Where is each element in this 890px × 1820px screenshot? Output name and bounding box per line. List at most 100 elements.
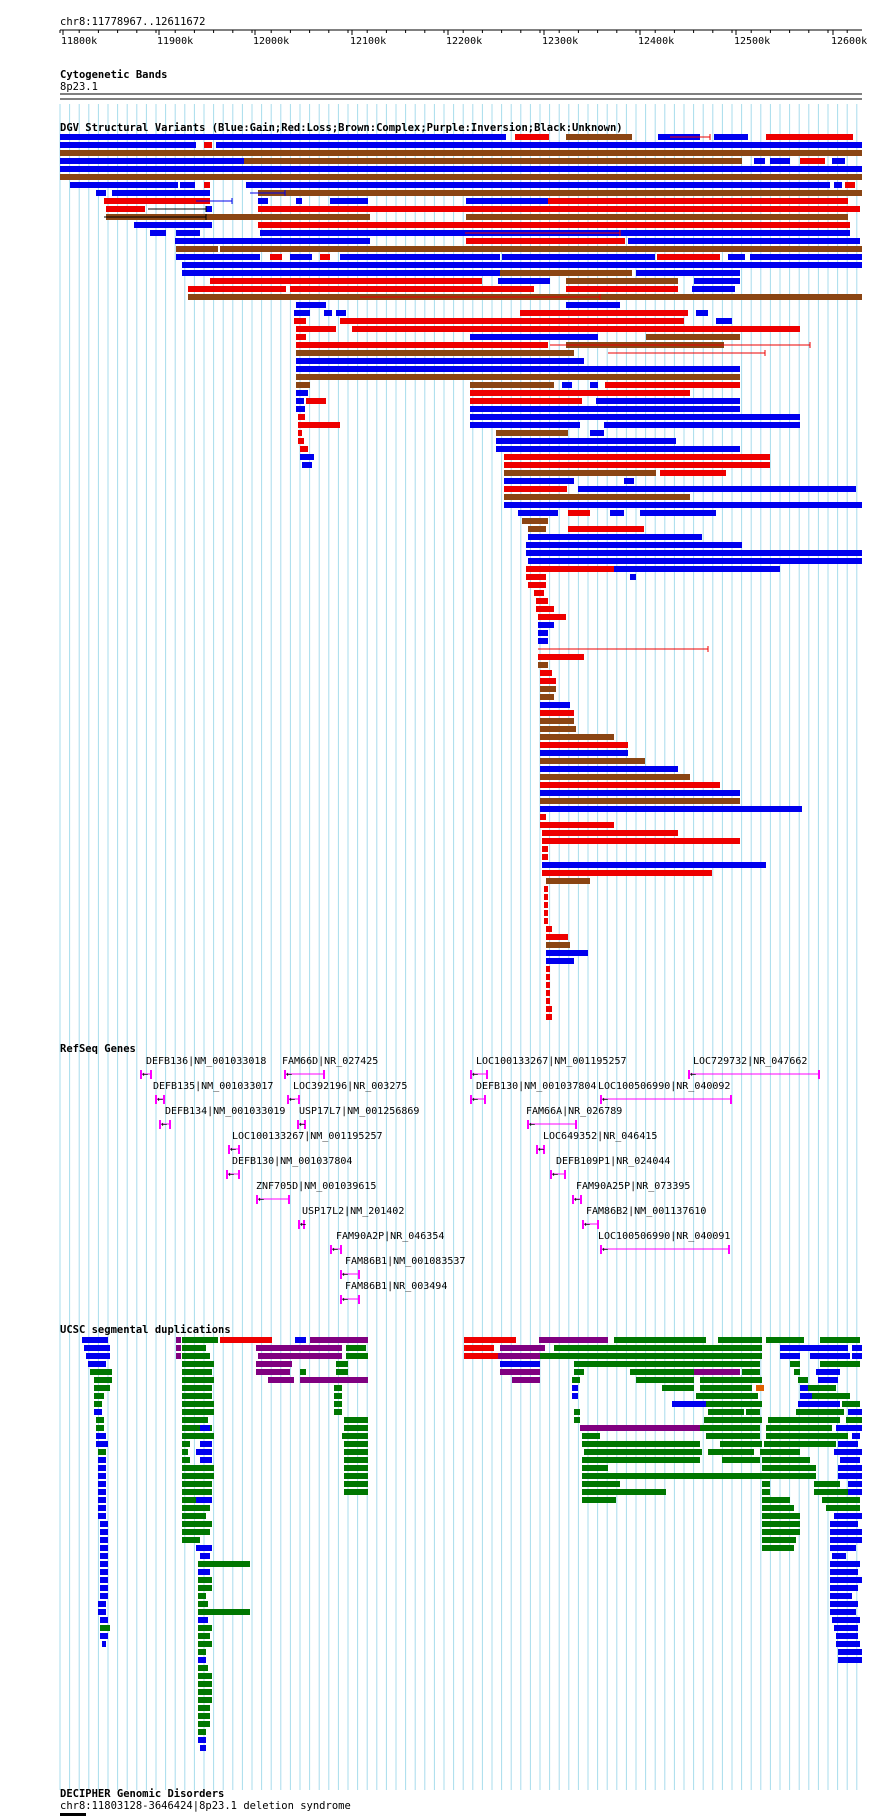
dgv-variant[interactable]: [538, 622, 554, 628]
segdup-feature[interactable]: [838, 1649, 862, 1655]
segdup-feature[interactable]: [334, 1401, 342, 1407]
segdup-feature[interactable]: [176, 1353, 181, 1359]
dgv-variant[interactable]: [296, 350, 574, 356]
segdup-feature[interactable]: [182, 1353, 210, 1359]
dgv-variant[interactable]: [60, 158, 244, 164]
dgv-variant[interactable]: [352, 326, 800, 332]
segdup-feature[interactable]: [96, 1433, 106, 1439]
segdup-feature[interactable]: [344, 1441, 368, 1447]
dgv-variant[interactable]: [566, 286, 678, 292]
segdup-feature[interactable]: [830, 1609, 856, 1615]
segdup-feature[interactable]: [182, 1393, 212, 1399]
segdup-feature[interactable]: [300, 1369, 306, 1375]
segdup-feature[interactable]: [182, 1409, 214, 1415]
dgv-variant[interactable]: [470, 422, 580, 428]
segdup-feature[interactable]: [780, 1345, 848, 1351]
dgv-variant[interactable]: [540, 782, 720, 788]
dgv-variant[interactable]: [496, 446, 740, 452]
segdup-feature[interactable]: [96, 1417, 104, 1423]
dgv-variant[interactable]: [204, 182, 210, 188]
dgv-variant[interactable]: [590, 382, 598, 388]
segdup-feature[interactable]: [762, 1473, 816, 1479]
segdup-feature[interactable]: [182, 1417, 208, 1423]
segdup-feature[interactable]: [198, 1649, 206, 1655]
dgv-variant[interactable]: [540, 822, 614, 828]
dgv-variant[interactable]: [340, 254, 500, 260]
gene-features[interactable]: DEFB136|NM_001033018←FAM66D|NR_027425←DE…: [140, 1056, 820, 1305]
segdup-feature[interactable]: [846, 1417, 862, 1423]
dgv-variant[interactable]: [208, 214, 370, 220]
dgv-variant[interactable]: [176, 254, 260, 260]
segdup-feature[interactable]: [198, 1609, 250, 1615]
segdup-feature[interactable]: [742, 1369, 760, 1375]
segdup-feature[interactable]: [98, 1473, 106, 1479]
dgv-variant[interactable]: [104, 198, 210, 204]
dgv-variant[interactable]: [540, 774, 690, 780]
segdup-feature[interactable]: [100, 1625, 110, 1631]
dgv-variant[interactable]: [470, 398, 582, 404]
segdup-feature[interactable]: [572, 1385, 578, 1391]
segdup-feature[interactable]: [554, 1345, 620, 1351]
dgv-variant[interactable]: [526, 566, 620, 572]
segdup-feature[interactable]: [582, 1433, 600, 1439]
dgv-variant[interactable]: [546, 958, 574, 964]
segdup-feature[interactable]: [812, 1393, 850, 1399]
dgv-variant[interactable]: [540, 750, 628, 756]
segdup-feature[interactable]: [94, 1393, 104, 1399]
segdup-feature[interactable]: [816, 1369, 840, 1375]
segdup-feature[interactable]: [336, 1361, 348, 1367]
gene-exon[interactable]: [818, 1070, 820, 1079]
segdup-feature[interactable]: [582, 1441, 700, 1447]
segdup-feature[interactable]: [344, 1457, 368, 1463]
gene-exon[interactable]: [155, 1095, 157, 1104]
segdup-feature[interactable]: [500, 1345, 545, 1351]
gene-exon[interactable]: [226, 1170, 228, 1179]
segdup-feature[interactable]: [640, 1473, 762, 1479]
segdup-feature[interactable]: [800, 1393, 812, 1399]
dgv-variant[interactable]: [640, 510, 716, 516]
segdup-feature[interactable]: [830, 1593, 852, 1599]
gene-exon[interactable]: [527, 1120, 529, 1129]
segdup-feature[interactable]: [256, 1345, 342, 1351]
dgv-variant[interactable]: [546, 1014, 552, 1020]
dgv-variant[interactable]: [296, 198, 302, 204]
dgv-variant[interactable]: [657, 254, 720, 260]
dgv-variant[interactable]: [534, 590, 544, 596]
segdup-feature[interactable]: [842, 1401, 860, 1407]
dgv-variant[interactable]: [298, 414, 305, 420]
dgv-variant[interactable]: [60, 150, 862, 156]
dgv-variant[interactable]: [60, 142, 196, 148]
segdup-feature[interactable]: [176, 1345, 181, 1351]
dgv-variant[interactable]: [216, 142, 862, 148]
dgv-variant[interactable]: [188, 286, 286, 292]
segdup-feature[interactable]: [762, 1465, 816, 1471]
segdup-feature[interactable]: [182, 1401, 214, 1407]
segdup-feature[interactable]: [182, 1513, 206, 1519]
segdup-feature[interactable]: [718, 1337, 762, 1343]
gene-exon[interactable]: [580, 1195, 582, 1204]
gene-exon[interactable]: [484, 1095, 486, 1104]
gene-exon[interactable]: [169, 1120, 171, 1129]
segdup-feature[interactable]: [708, 1449, 754, 1455]
decipher-feature-bar[interactable]: [60, 1813, 86, 1816]
dgv-variant[interactable]: [258, 206, 860, 212]
gene-exon[interactable]: [330, 1245, 332, 1254]
dgv-variant[interactable]: [562, 382, 572, 388]
dgv-variant[interactable]: [538, 638, 548, 644]
segdup-feature[interactable]: [852, 1345, 862, 1351]
gene-exon[interactable]: [150, 1070, 152, 1079]
dgv-variant[interactable]: [540, 758, 645, 764]
segdup-feature[interactable]: [830, 1585, 858, 1591]
dgv-variant[interactable]: [546, 982, 550, 988]
dgv-variant[interactable]: [624, 478, 634, 484]
segdup-feature[interactable]: [182, 1529, 210, 1535]
dgv-variant[interactable]: [466, 238, 625, 244]
gene-exon[interactable]: [575, 1120, 577, 1129]
dgv-variant[interactable]: [528, 558, 862, 564]
dgv-variant[interactable]: [522, 518, 548, 524]
segdup-feature[interactable]: [798, 1401, 840, 1407]
segdup-feature[interactable]: [198, 1569, 210, 1575]
segdup-track[interactable]: UCSC segmental duplications: [60, 1324, 862, 1751]
segdup-feature[interactable]: [762, 1457, 810, 1463]
segdup-feature[interactable]: [100, 1569, 108, 1575]
